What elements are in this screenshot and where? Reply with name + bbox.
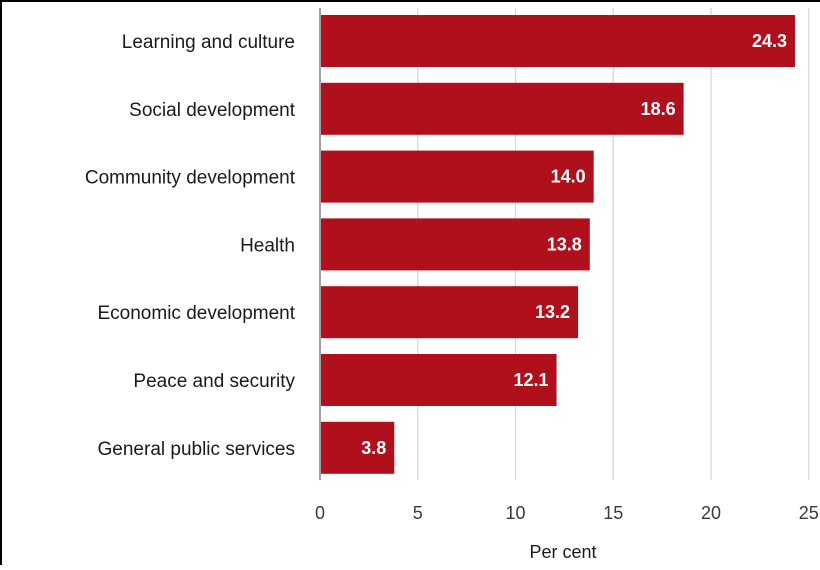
- category-label-4: Health: [240, 235, 295, 256]
- category-label-2: Social development: [129, 100, 296, 121]
- bars: 24.3 18.6 14.0 13.8 13.2 12.1 3.8: [321, 15, 796, 474]
- data-label-1: 24.3: [752, 31, 787, 51]
- x-tick-label-5: 5: [413, 503, 423, 523]
- bar-1: [321, 15, 796, 67]
- data-label-4: 13.8: [547, 234, 582, 254]
- x-tick-labels: 0 5 10 15 20 25: [315, 503, 819, 523]
- data-label-7: 3.8: [361, 438, 386, 458]
- x-tick-label-15: 15: [603, 503, 623, 523]
- category-labels: Learning and culture Social development Co…: [85, 32, 296, 460]
- data-label-3: 14.0: [551, 167, 586, 187]
- category-label-3: Community development: [85, 168, 296, 189]
- category-label-1: Learning and culture: [122, 32, 295, 53]
- x-tick-label-25: 25: [799, 503, 819, 523]
- bar-5: [321, 286, 579, 339]
- bar-3: [321, 150, 594, 203]
- category-label-6: Peace and security: [133, 371, 295, 392]
- category-label-5: Economic development: [98, 303, 296, 324]
- x-tick-label-10: 10: [505, 503, 525, 523]
- x-axis-title: Per cent: [529, 542, 596, 562]
- bar-6: [321, 354, 557, 406]
- bar-2: [321, 82, 684, 135]
- x-tick-label-0: 0: [315, 503, 325, 523]
- bar-4: [321, 218, 590, 271]
- data-label-6: 12.1: [514, 370, 549, 390]
- data-label-2: 18.6: [641, 99, 676, 119]
- data-label-5: 13.2: [535, 302, 570, 322]
- category-label-7: General public services: [98, 439, 295, 460]
- x-tick-label-20: 20: [701, 503, 721, 523]
- bar-7: [321, 421, 395, 474]
